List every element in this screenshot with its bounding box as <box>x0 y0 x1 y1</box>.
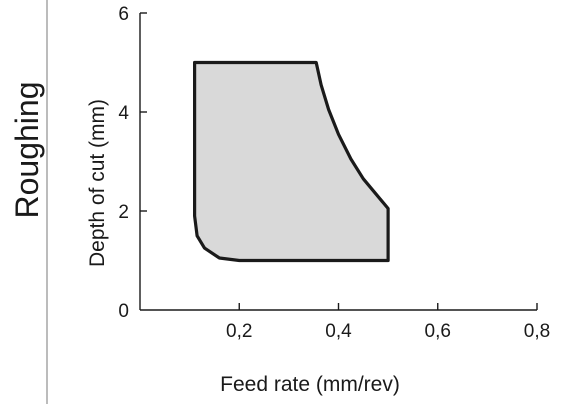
recommended-region <box>193 60 390 263</box>
y-axis-title: Depth of cut (mm) <box>86 99 109 267</box>
x-tick-label: 0,2 <box>226 321 252 342</box>
x-tick-label: 0,6 <box>425 321 451 342</box>
x-tick-label: 0,8 <box>524 321 550 342</box>
axes: 0,2 0,4 0,6 0,8 0 2 4 6 <box>118 4 550 342</box>
plot-area <box>193 60 390 263</box>
y-tick-label: 6 <box>118 4 129 25</box>
y-tick-label: 2 <box>118 202 129 223</box>
section-title-roughing: Roughing <box>9 82 45 219</box>
x-tick-label: 0,4 <box>325 321 352 342</box>
x-axis-title: Feed rate (mm/rev) <box>220 373 400 396</box>
y-tick-label: 4 <box>118 103 129 124</box>
y-tick-label: 0 <box>118 301 129 322</box>
